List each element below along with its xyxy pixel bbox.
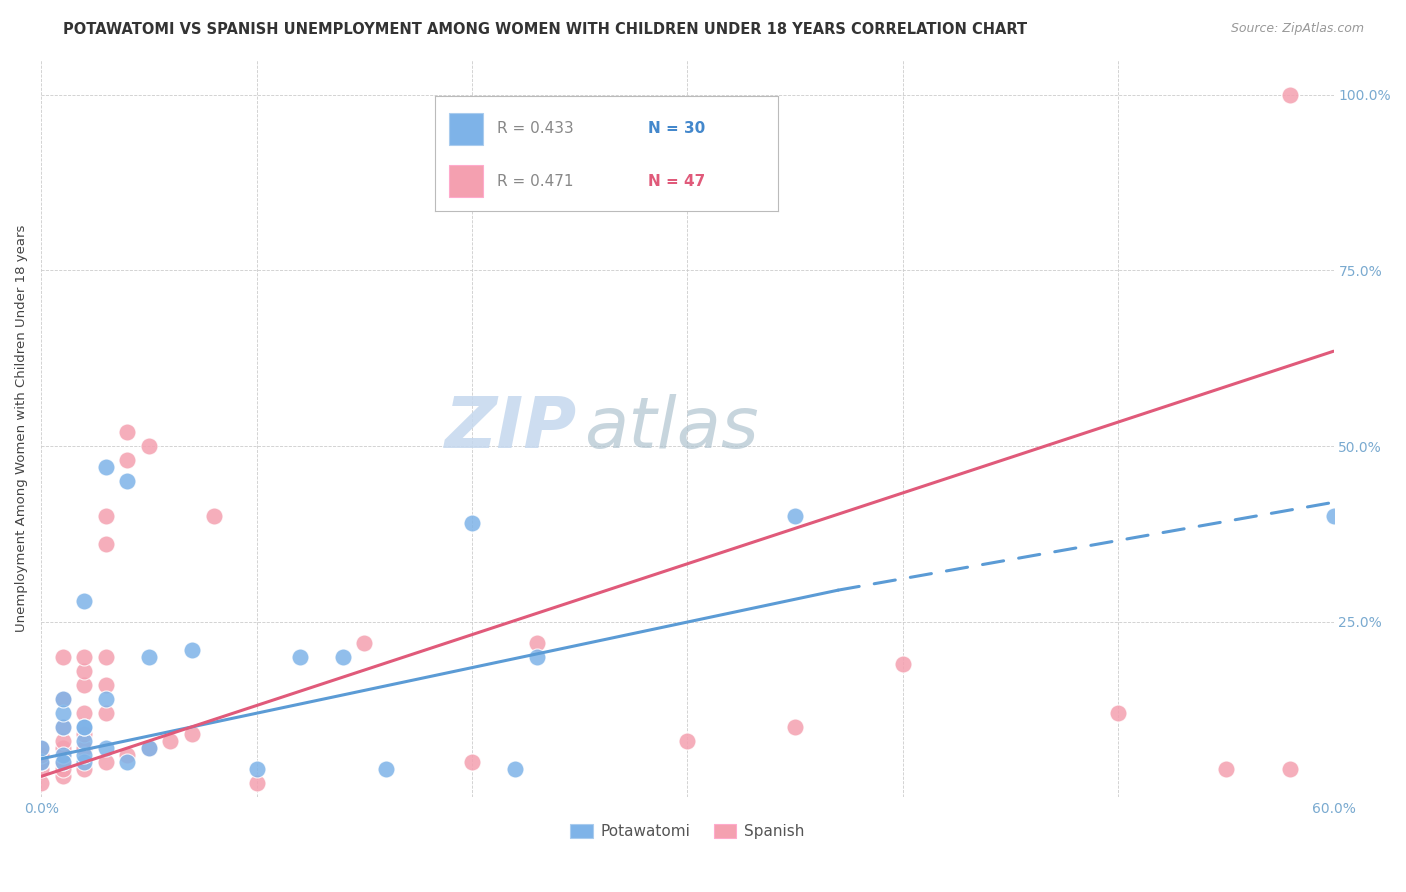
Point (288, 649, 311, 664)
Text: POTAWATOMI VS SPANISH UNEMPLOYMENT AMONG WOMEN WITH CHILDREN UNDER 18 YEARS CORR: POTAWATOMI VS SPANISH UNEMPLOYMENT AMONG… (63, 22, 1028, 37)
Point (52, 649, 75, 664)
Point (783, 509, 806, 524)
Point (1279, 762, 1302, 776)
Point (73, 762, 96, 776)
Point (52, 720, 75, 734)
Point (332, 649, 354, 664)
Point (1107, 706, 1129, 720)
Point (374, 762, 396, 776)
Point (138, 741, 160, 756)
Point (73, 748, 96, 763)
Point (30, 756, 52, 770)
Point (159, 734, 181, 748)
Point (181, 643, 204, 657)
Point (94, 692, 117, 706)
Point (117, 756, 139, 770)
Point (461, 756, 484, 770)
Point (1279, 87, 1302, 102)
Point (138, 439, 160, 453)
Point (202, 509, 225, 524)
Point (52, 769, 75, 783)
Point (94, 756, 117, 770)
Point (30, 756, 52, 770)
Point (73, 649, 96, 664)
Point (1322, 509, 1344, 524)
Point (52, 762, 75, 776)
Point (52, 741, 75, 756)
Point (94, 537, 117, 551)
Point (94, 509, 117, 524)
Point (94, 706, 117, 720)
Point (73, 727, 96, 741)
Point (353, 636, 375, 650)
Point (52, 756, 75, 770)
Point (52, 692, 75, 706)
Point (30, 776, 52, 790)
Point (52, 734, 75, 748)
Point (73, 756, 96, 770)
Point (1215, 762, 1237, 776)
Point (73, 720, 96, 734)
Point (52, 706, 75, 720)
Point (94, 741, 117, 756)
Point (52, 692, 75, 706)
Point (117, 474, 139, 488)
Point (30, 741, 52, 756)
Point (73, 593, 96, 607)
Point (117, 453, 139, 467)
Point (94, 649, 117, 664)
Point (30, 741, 52, 756)
Point (138, 741, 160, 756)
Point (73, 734, 96, 748)
Point (245, 776, 267, 790)
Text: ZIP: ZIP (446, 394, 578, 463)
Point (30, 762, 52, 776)
Point (181, 727, 204, 741)
Point (117, 425, 139, 439)
Point (73, 741, 96, 756)
Point (526, 636, 548, 650)
Point (73, 720, 96, 734)
Point (526, 649, 548, 664)
Point (52, 720, 75, 734)
Y-axis label: Unemployment Among Women with Children Under 18 years: Unemployment Among Women with Children U… (15, 225, 28, 632)
Text: atlas: atlas (583, 394, 759, 463)
Point (461, 516, 484, 531)
Point (138, 649, 160, 664)
Point (30, 756, 52, 770)
Point (676, 734, 699, 748)
Legend: Potawatomi, Spanish: Potawatomi, Spanish (564, 817, 811, 845)
Point (52, 748, 75, 763)
Point (783, 720, 806, 734)
Point (891, 657, 914, 671)
Point (503, 762, 526, 776)
Point (52, 756, 75, 770)
Point (94, 678, 117, 692)
Point (94, 460, 117, 475)
Point (117, 748, 139, 763)
Point (30, 748, 52, 763)
Point (73, 706, 96, 720)
Text: Source: ZipAtlas.com: Source: ZipAtlas.com (1230, 22, 1364, 36)
Point (52, 748, 75, 763)
Point (73, 678, 96, 692)
Point (73, 664, 96, 678)
Point (245, 762, 267, 776)
